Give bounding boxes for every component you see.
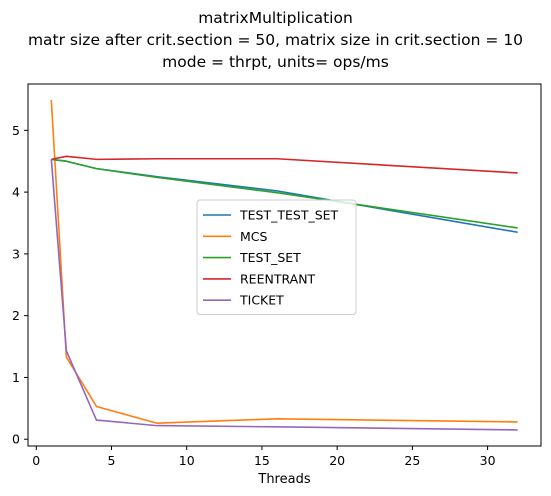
chart-title-line-1: matrixMultiplication <box>198 9 353 27</box>
y-axis-ticks: 0 1 2 3 4 5 <box>12 123 28 447</box>
series-line-reentrant <box>51 155 518 174</box>
x-axis-ticks: 0 5 10 15 20 25 30 <box>32 446 496 468</box>
x-tick-label: 20 <box>329 453 345 468</box>
x-tick-label: 30 <box>480 453 496 468</box>
legend-label-reentrant: REENTRANT <box>240 271 316 286</box>
x-tick-label: 10 <box>179 453 195 468</box>
y-tick-label: 3 <box>12 246 20 261</box>
x-tick-label: 5 <box>108 453 116 468</box>
legend-label-ticket: TICKET <box>239 293 284 308</box>
legend-label-test-set: TEST_SET <box>239 250 301 265</box>
legend-label-test-test-set: TEST_TEST_SET <box>239 208 339 223</box>
y-tick-label: 0 <box>12 432 20 447</box>
legend-label-mcs: MCS <box>240 229 268 244</box>
legend-box <box>196 199 357 315</box>
series-line-ticket <box>50 159 518 431</box>
y-tick-label: 2 <box>12 308 20 323</box>
y-tick-label: 4 <box>12 185 20 200</box>
series-lines <box>50 100 518 431</box>
y-tick-label: 5 <box>12 123 20 138</box>
chart-title-line-2: matr size after crit.section = 50, matri… <box>27 31 524 49</box>
x-tick-label: 15 <box>254 453 270 468</box>
chart-title-line-3: mode = thrpt, units= ops/ms <box>162 53 389 71</box>
plot-frame <box>27 83 542 447</box>
x-tick-label: 0 <box>32 453 40 468</box>
x-tick-label: 25 <box>404 453 420 468</box>
x-axis-label: Threads <box>257 472 310 487</box>
y-tick-label: 1 <box>12 370 20 385</box>
legend: TEST_TEST_SET MCS TEST_SET REENTRANT TICKET <box>196 199 357 315</box>
series-line-test-set <box>51 158 518 229</box>
